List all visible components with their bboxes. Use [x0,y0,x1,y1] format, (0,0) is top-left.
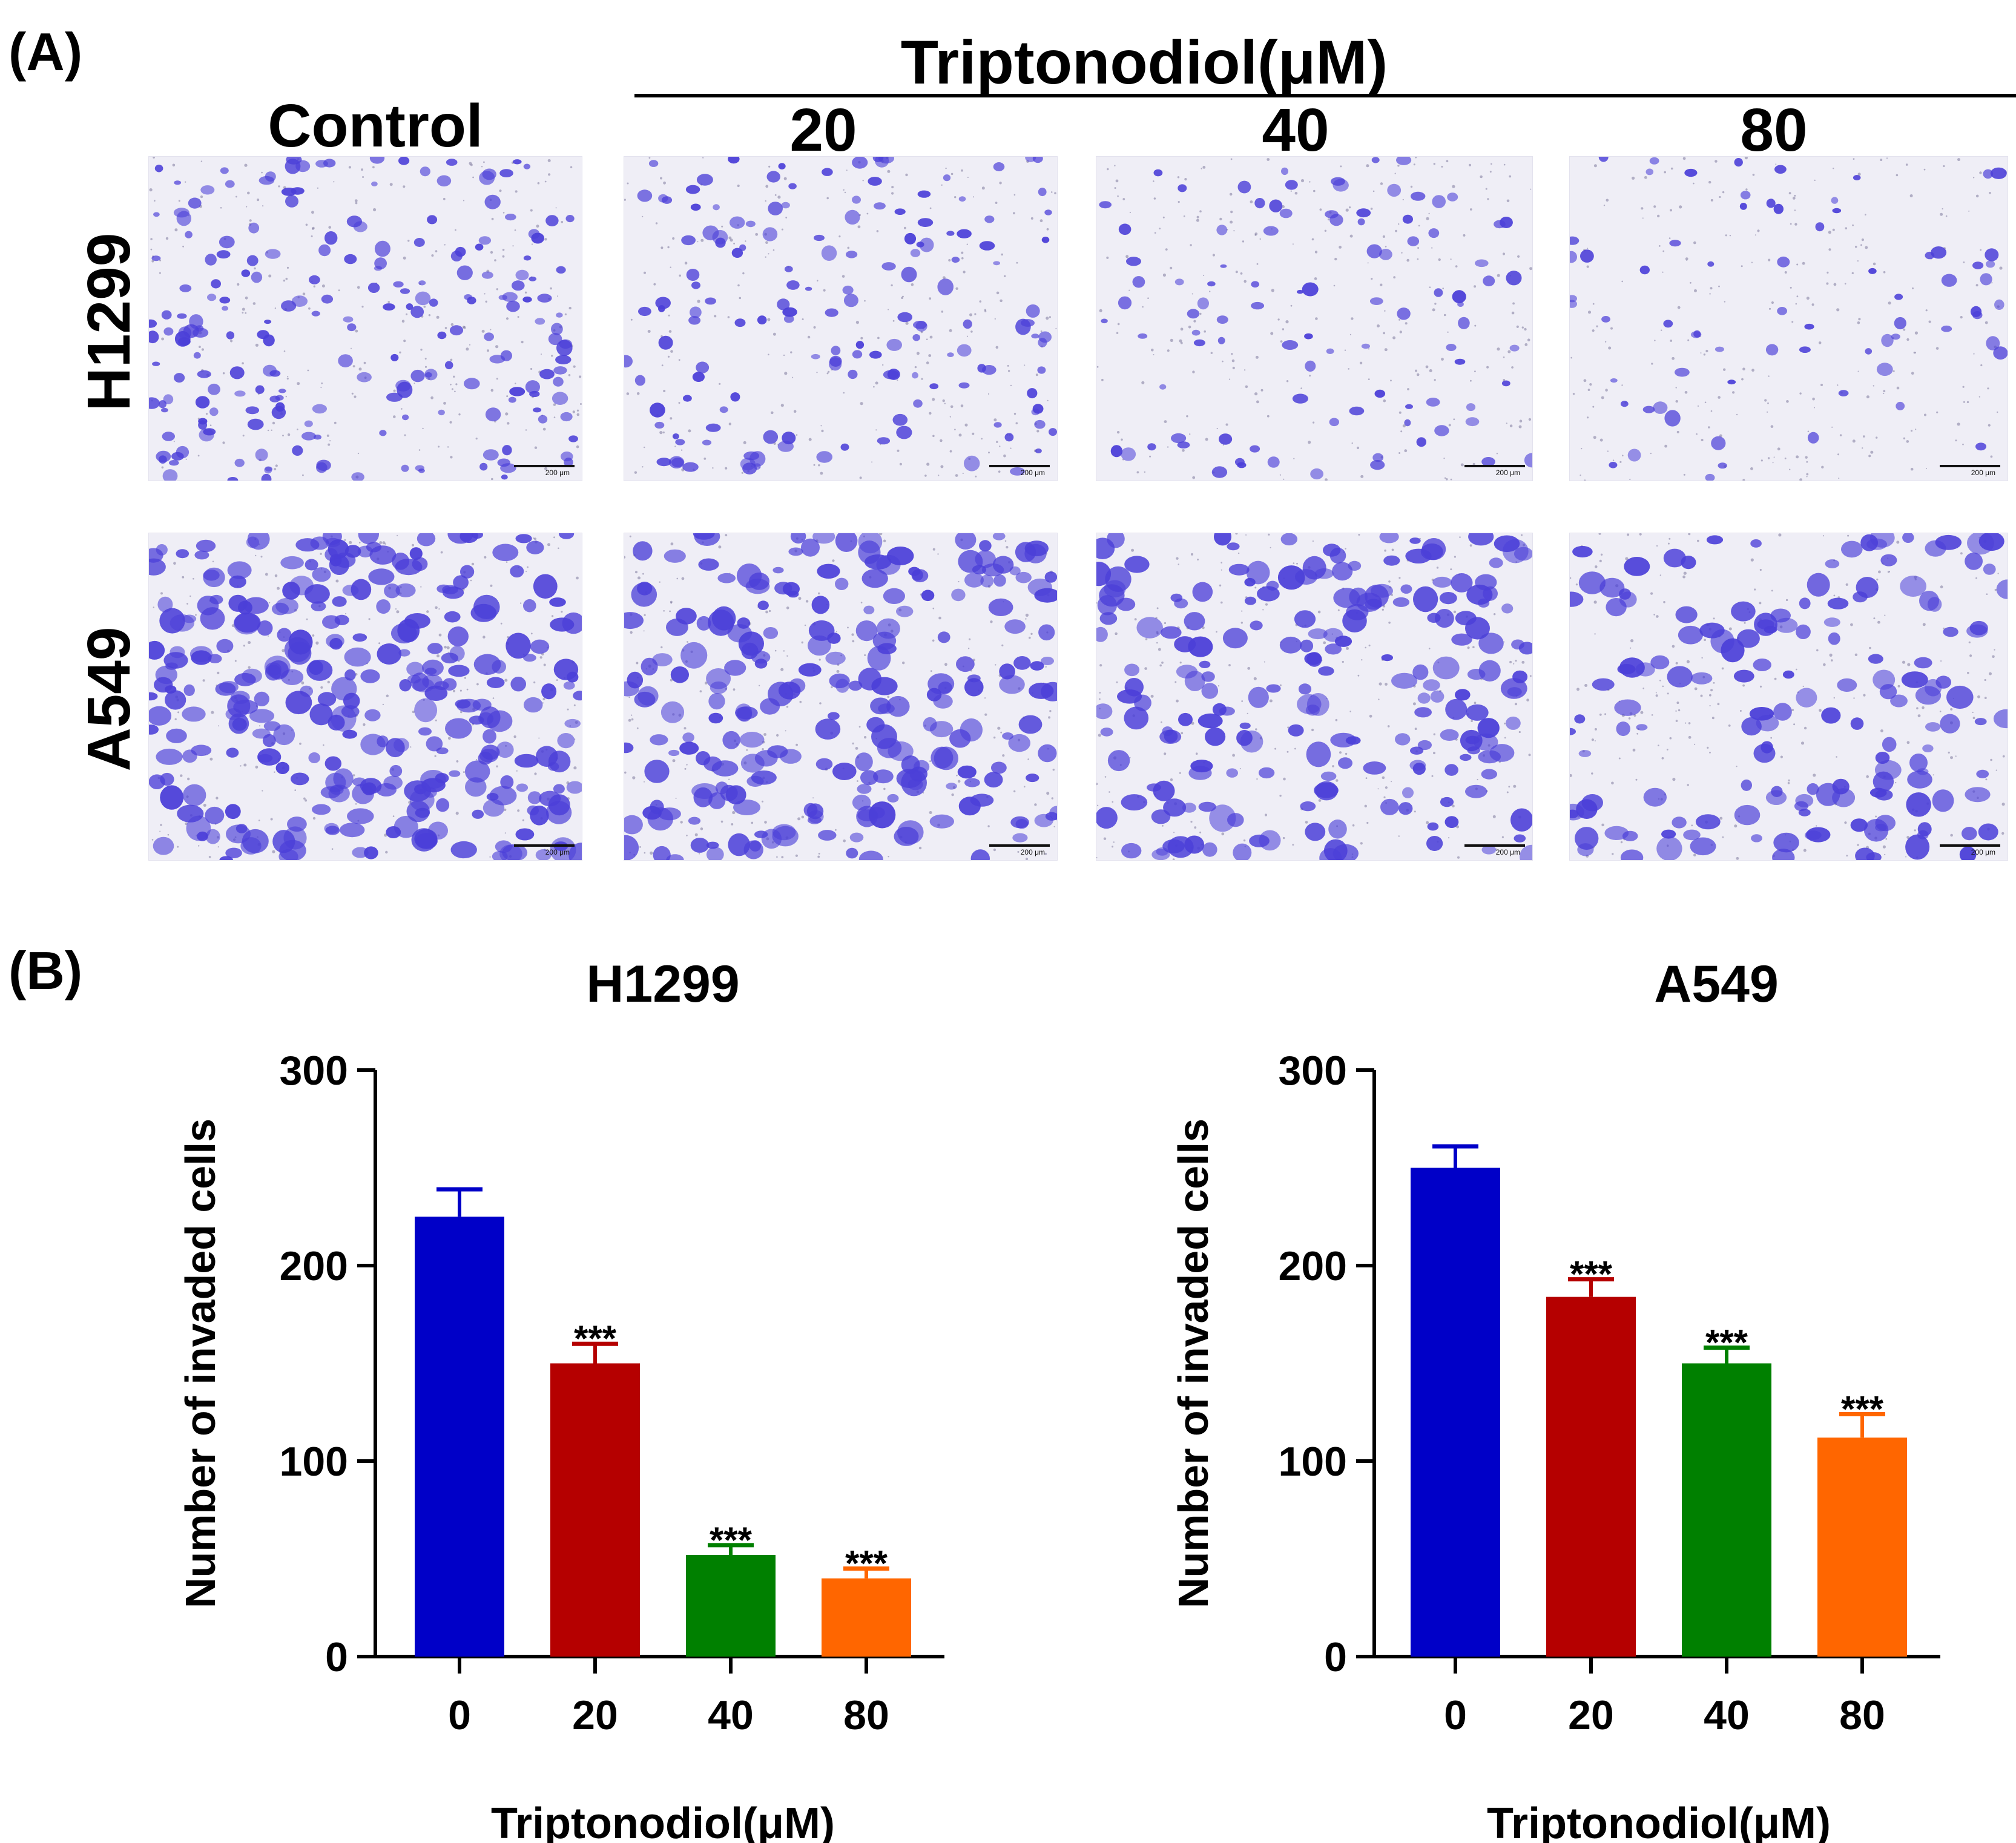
micrograph-a549-20: 200 μm [624,533,1058,861]
stained-cells [1570,533,2008,860]
bar-40 [1682,1363,1771,1657]
chart-h1299: H1299 0 100 200 300 Number of invaded cells 0 *… [177,955,944,1843]
y-tick-label: 300 [1279,1048,1347,1094]
y-tick-label: 200 [1279,1243,1347,1289]
stained-cells [1096,533,1532,860]
bar-20 [1546,1296,1636,1657]
micrograph-a549-80: 200 μm [1569,533,2008,861]
y-axis-label: Number of invaded cells [177,1119,224,1608]
y-tick-label: 100 [1279,1439,1347,1485]
row-label-h1299: H1299 [75,232,143,412]
scale-bar [1940,465,2000,467]
scale-bar [514,844,575,847]
stained-cells [1096,157,1532,481]
scale-bar [1464,844,1525,847]
stained-cells [624,157,1057,479]
scale-bar-label: 200 μm [1971,468,1995,477]
row-label-a549: A549 [75,626,143,772]
stained-cells [149,533,582,860]
bar-20 [550,1363,640,1657]
x-tick-label: 20 [572,1692,618,1738]
significance-marker: *** [845,1543,888,1584]
significance-marker: *** [1570,1254,1613,1295]
scale-bar-label: 200 μm [1495,468,1520,477]
stained-cells [624,533,1057,860]
scale-bar-label: 200 μm [1495,848,1520,856]
scale-bar [989,465,1050,467]
x-tick-label: 0 [1444,1692,1467,1738]
x-tick-label: 20 [1568,1692,1614,1738]
micrograph-h1299-20: 200 μm [624,156,1058,481]
stained-cells [1570,157,2008,481]
y-tick-label: 100 [280,1439,348,1485]
x-tick-label: 80 [1839,1692,1885,1738]
scale-bar [1940,844,2000,847]
column-header-20: 20 [789,96,857,164]
micrograph-h1299-control: 200 μm [148,156,582,481]
column-header-40: 40 [1262,96,1329,164]
significance-marker: *** [710,1520,753,1560]
y-axis-label: Number of invaded cells [1170,1119,1217,1608]
y-tick-label: 0 [1324,1634,1347,1680]
y-tick-label: 0 [325,1634,348,1680]
micrograph-a549-control: 200 μm [148,533,582,861]
y-tick-label: 300 [280,1048,348,1094]
x-axis-label: Triptonodiol(μM) [491,1799,835,1843]
column-header-80: 80 [1740,96,1808,164]
bar-40 [686,1555,776,1657]
bar-0 [1411,1168,1500,1657]
significance-marker: *** [574,1318,617,1359]
bar-80 [822,1578,911,1657]
scale-bar [989,844,1050,847]
x-tick-label: 40 [1704,1692,1750,1738]
significance-marker: *** [1705,1322,1748,1363]
panel-a-label: (A) [8,22,83,82]
x-tick-label: 0 [448,1692,471,1738]
scale-bar-label: 200 μm [545,468,570,477]
treatment-header-line [634,94,2016,97]
scale-bar-label: 200 μm [1971,848,1995,856]
x-tick-label: 40 [708,1692,754,1738]
scale-bar-label: 200 μm [1020,848,1045,856]
chart-title: H1299 [586,955,739,1013]
stained-cells [149,157,582,481]
micrograph-h1299-40: 200 μm [1096,156,1533,481]
x-tick-label: 80 [843,1692,889,1738]
micrograph-h1299-80: 200 μm [1569,156,2008,481]
bar-80 [1817,1437,1907,1657]
micrograph-a549-40: 200 μm [1096,533,1533,861]
column-header-control: Control [268,92,483,160]
bar-0 [415,1217,504,1657]
y-tick-label: 200 [280,1243,348,1289]
panel-b-label: (B) [8,941,83,1000]
chart-a549: A549 0 100 200 300 Number of invaded cells 0 **… [1170,955,1940,1843]
scale-bar [1464,465,1525,467]
scale-bar [514,465,575,467]
significance-marker: *** [1841,1388,1884,1429]
treatment-header: Triptonodiol(μM) [900,28,1388,97]
x-axis-label: Triptonodiol(μM) [1487,1799,1831,1843]
scale-bar-label: 200 μm [545,848,570,856]
scale-bar-label: 200 μm [1020,468,1045,477]
chart-title: A549 [1654,955,1779,1013]
